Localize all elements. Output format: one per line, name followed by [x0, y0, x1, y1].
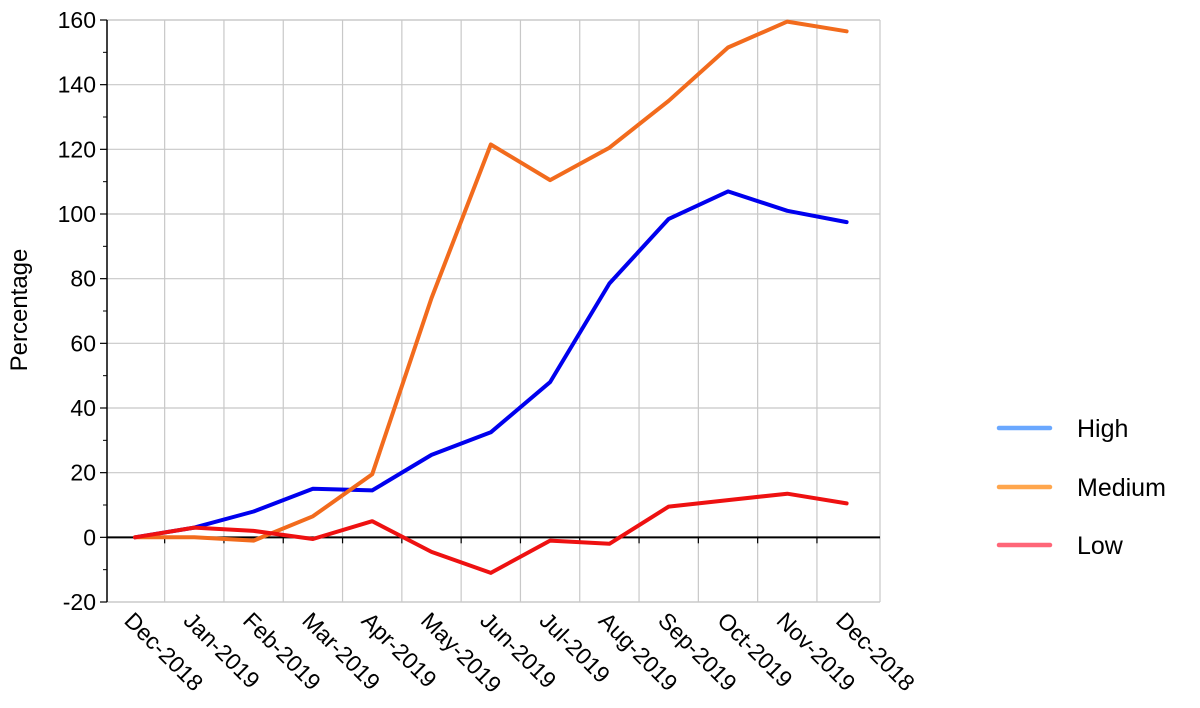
legend-label-high: High	[1077, 415, 1128, 443]
y-tick-label: 120	[58, 136, 96, 162]
y-tick-label: 140	[58, 72, 96, 98]
series-line-high	[133, 189, 849, 540]
series-line-medium	[133, 19, 849, 543]
y-tick-label: 40	[70, 395, 96, 421]
legend-label-medium: Medium	[1077, 474, 1166, 502]
series-line-low	[133, 491, 849, 575]
grid	[107, 19, 881, 603]
y-tick-label: 160	[58, 7, 96, 33]
legend-label-low: Low	[1077, 532, 1124, 560]
y-tick-label: 80	[70, 266, 96, 292]
y-tick-label: 100	[58, 201, 96, 227]
y-tick-label: -20	[63, 589, 96, 615]
legend: High Medium Low	[996, 415, 1166, 560]
y-tick-label: 0	[83, 524, 96, 550]
y-tick-label: 60	[70, 330, 96, 356]
axes: Percentage -20020406080100120140160Dec-2…	[6, 7, 920, 698]
series-lines	[133, 19, 849, 575]
y-axis-title: Percentage	[6, 249, 33, 372]
y-tick-label: 20	[70, 460, 96, 486]
